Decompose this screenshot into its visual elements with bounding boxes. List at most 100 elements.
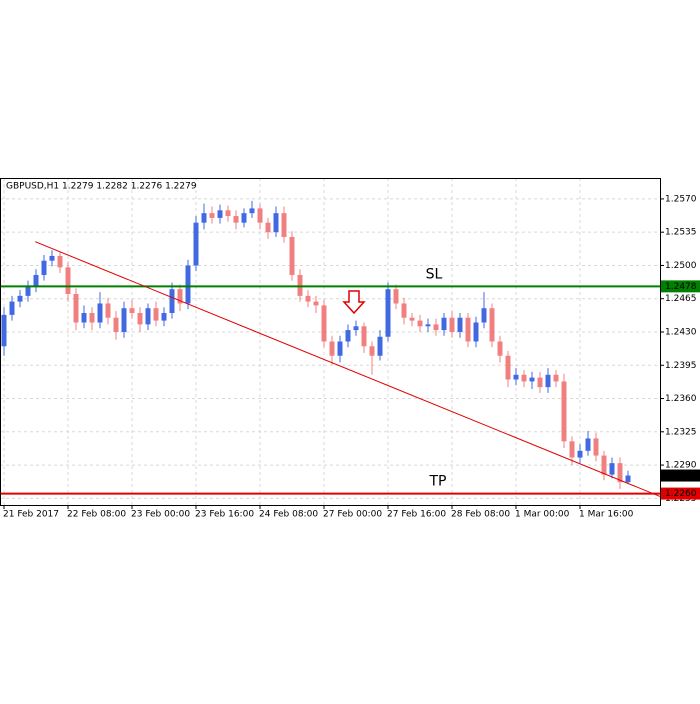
y-tick-label: 1.2465: [665, 294, 697, 304]
candle-body: [321, 305, 327, 342]
candle-body: [553, 374, 559, 382]
price-tag: [661, 487, 700, 500]
candle-body: [305, 295, 311, 302]
candle-body: [281, 213, 287, 237]
y-tick-label: 1.2395: [665, 361, 697, 371]
candle-body: [249, 208, 255, 214]
candle-body: [369, 346, 375, 356]
candle-body: [393, 289, 399, 304]
y-tick-label: 1.2430: [665, 327, 697, 337]
candle-body: [329, 341, 335, 356]
candle-body: [521, 374, 527, 382]
x-tick-label: 1 Mar 16:00: [579, 510, 634, 520]
x-tick-label: 21 Feb 2017: [3, 510, 59, 520]
candle-body: [537, 377, 543, 388]
candle-body: [177, 289, 183, 304]
price-tag-label: 1.2279: [665, 471, 697, 481]
candle-body: [353, 326, 359, 331]
candle-body: [25, 286, 31, 296]
candle-body: [617, 463, 623, 483]
candle-body: [497, 341, 503, 356]
candle-body: [465, 317, 471, 342]
candle-body: [217, 210, 223, 218]
candle-body: [201, 213, 207, 223]
candle-body: [561, 381, 567, 442]
price-axis: 1.2570 1.2535 1.2500 1.2465 1.2430 1.2395 1.23…: [3, 194, 700, 520]
y-tick-label: 1.2325: [665, 427, 697, 437]
x-tick-label: 24 Feb 08:00: [259, 510, 318, 520]
candle-body: [449, 317, 455, 332]
candle-body: [41, 260, 47, 275]
candle-body: [409, 317, 415, 321]
candle-body: [585, 438, 591, 451]
candle-body: [577, 450, 583, 458]
candle-body: [569, 441, 575, 458]
candle-body: [361, 326, 367, 347]
candle-body: [601, 455, 607, 475]
candle-body: [377, 336, 383, 356]
candle-body: [185, 265, 191, 304]
candle-body: [529, 377, 535, 382]
candle-body: [129, 308, 135, 313]
candle-body: [33, 274, 39, 287]
sell-arrow: [342, 290, 366, 315]
candle-body: [241, 213, 247, 223]
candle-body: [265, 222, 271, 233]
y-tick-label: 1.2500: [665, 261, 697, 271]
x-tick-label: 23 Feb 00:00: [131, 510, 190, 520]
x-tick-label: 22 Feb 08:00: [67, 510, 126, 520]
candle-body: [345, 330, 351, 342]
trendline: [35, 241, 661, 497]
y-tick-label: 1.2570: [665, 194, 697, 204]
candle-body: [545, 374, 551, 388]
candle-body: [337, 341, 343, 356]
candle-body: [49, 255, 55, 261]
candle-body: [385, 289, 391, 337]
candle-body: [481, 308, 487, 323]
candle-body: [313, 301, 319, 306]
candle-body: [89, 312, 95, 323]
candle-body: [441, 317, 447, 331]
candle-body: [161, 312, 167, 321]
price-tag-label: 1.2260: [665, 489, 697, 499]
candle-body: [169, 289, 175, 313]
candle-body: [273, 213, 279, 233]
candle-body: [257, 208, 263, 223]
candle-body: [145, 308, 151, 325]
candle-body: [401, 303, 407, 318]
candle-body: [105, 303, 111, 318]
candle-body: [137, 312, 143, 325]
plot: SL TP: [0, 200, 661, 497]
plot-frame: [0, 178, 661, 506]
candle-body: [81, 312, 87, 323]
y-tick-label: 1.2290: [665, 461, 697, 471]
candle-body: [97, 303, 103, 323]
candle-body: [121, 308, 127, 332]
price-tag: [661, 469, 700, 482]
candle-body: [1, 314, 7, 347]
price-tag-label: 1.2478: [665, 282, 697, 292]
candle-body: [433, 324, 439, 331]
candle-body: [113, 317, 119, 332]
candle-body: [505, 355, 511, 380]
candle-body: [513, 374, 519, 380]
candle-body: [289, 236, 295, 275]
y-tick-label: 1.2535: [665, 228, 697, 238]
candle-body: [625, 475, 631, 483]
candle-body: [17, 295, 23, 302]
candle-body: [9, 301, 15, 315]
candle-body: [425, 324, 431, 327]
candle-body: [473, 322, 479, 342]
x-tick-label: 27 Feb 16:00: [387, 510, 446, 520]
x-tick-label: 1 Mar 00:00: [515, 510, 570, 520]
x-tick-label: 27 Feb 00:00: [323, 510, 382, 520]
candle-body: [593, 438, 599, 456]
candle-body: [153, 308, 159, 321]
candle-body: [417, 320, 423, 327]
grid: [0, 178, 660, 505]
candle-body: [489, 308, 495, 342]
candle-body: [233, 216, 239, 223]
candle-body: [193, 222, 199, 266]
